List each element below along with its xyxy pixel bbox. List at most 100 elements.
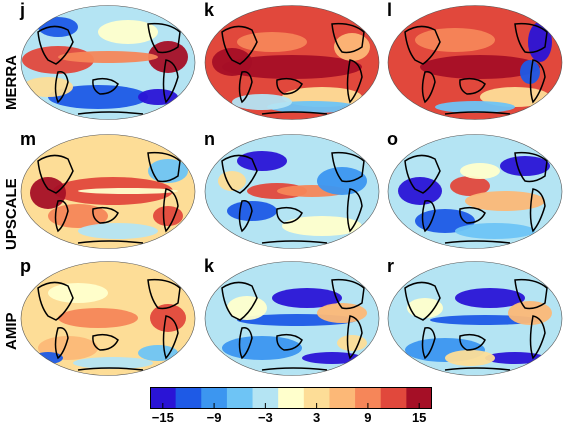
anomaly-region <box>455 288 525 308</box>
coastline <box>37 25 74 65</box>
anomaly-region <box>500 156 550 176</box>
coastline <box>162 188 179 233</box>
coastline <box>147 22 181 54</box>
panel-label: j <box>20 0 26 20</box>
colorbar-swatch <box>406 387 432 409</box>
coastline <box>444 240 511 244</box>
coastline <box>238 326 253 360</box>
anomaly-region <box>232 94 292 110</box>
coastline <box>529 315 546 360</box>
coastline <box>54 326 69 360</box>
anomaly-region <box>222 336 302 360</box>
map-panel-m: m <box>18 129 198 252</box>
colorbar-tick-label: −9 <box>206 410 222 425</box>
anomaly-region <box>78 188 178 194</box>
coastline <box>147 278 181 310</box>
coastline <box>346 59 363 104</box>
colorbar-tick-labels: −15 −9 −3 3 9 15 <box>150 410 432 426</box>
coastline <box>421 326 436 360</box>
colorbar-tick-label: 15 <box>411 410 427 425</box>
anomaly-region <box>450 176 490 196</box>
anomaly-region <box>227 296 267 320</box>
anomaly-region <box>30 177 66 209</box>
coastline <box>514 22 548 54</box>
coastline <box>346 315 363 360</box>
anomaly-region <box>138 345 178 361</box>
anomaly-region <box>334 33 370 61</box>
coastline <box>92 206 119 224</box>
anomaly-region <box>148 159 188 183</box>
colorbar-tick-label: −3 <box>257 410 273 425</box>
coastline <box>261 240 328 244</box>
colorbar-swatch <box>150 387 177 409</box>
panel-label: k <box>204 0 215 20</box>
colorbar-swatch <box>201 387 228 409</box>
anomaly-region <box>485 352 545 364</box>
anomaly-region <box>415 28 495 52</box>
panel-label: k <box>204 256 215 276</box>
coastline <box>92 77 119 95</box>
anomaly-region <box>407 298 443 318</box>
anomaly-region <box>153 206 183 226</box>
anomaly-region <box>237 32 307 52</box>
anomaly-region <box>150 304 186 332</box>
anomaly-region <box>317 303 367 323</box>
coastline <box>276 333 303 351</box>
map-panel-n: n <box>202 129 382 252</box>
coastline <box>162 315 179 360</box>
anomaly-region <box>508 301 552 325</box>
map-border <box>20 261 196 376</box>
anomaly-region <box>58 308 138 328</box>
map-border <box>387 134 563 249</box>
map-panel-k: k <box>202 0 382 123</box>
colorbar-swatch <box>355 387 382 409</box>
map-border <box>204 261 380 376</box>
anomaly-region <box>272 288 342 308</box>
coastline <box>331 151 365 183</box>
anomaly-region <box>435 101 515 113</box>
anomaly-region <box>420 55 540 79</box>
colorbar-tick-label: −15 <box>151 410 174 425</box>
coastline <box>444 367 511 371</box>
panel-label: r <box>387 256 395 276</box>
map-panel-r: r <box>385 256 565 379</box>
anomaly-region <box>282 216 362 236</box>
coastline <box>404 25 441 65</box>
coastline <box>459 206 486 224</box>
coastline <box>77 111 144 115</box>
colorbar-swatch <box>226 387 254 409</box>
coastline <box>221 154 258 194</box>
map-panel-p: p <box>18 256 198 379</box>
anomaly-region <box>445 350 495 366</box>
coastline <box>331 278 365 310</box>
anomaly-region <box>337 335 367 351</box>
colorbar-swatch <box>175 387 202 409</box>
anomaly-region <box>212 48 252 76</box>
anomaly-region <box>455 223 535 239</box>
coastline <box>238 199 253 233</box>
anomaly-region <box>23 77 73 97</box>
anomaly-region <box>465 191 545 211</box>
coastline <box>221 25 258 65</box>
coastline <box>514 151 548 183</box>
colorbar <box>150 387 432 409</box>
coastline <box>92 333 119 351</box>
coastline <box>147 151 181 183</box>
map-border <box>20 134 196 249</box>
anomaly-region <box>48 85 148 109</box>
colorbar-swatch <box>303 387 330 409</box>
anomaly-region <box>302 352 362 364</box>
map-panel-j: j <box>18 0 198 123</box>
coastline <box>444 111 511 115</box>
anomaly-region <box>98 20 158 44</box>
map-panel-l: l <box>385 0 565 123</box>
panel-label: m <box>20 129 37 149</box>
coastline <box>261 367 328 371</box>
colorbar-swatch <box>380 387 407 409</box>
anomaly-region <box>138 89 178 105</box>
map-border <box>387 261 563 376</box>
coastline <box>514 278 548 310</box>
coastline <box>529 59 546 104</box>
coastline <box>54 199 69 233</box>
coastline <box>276 77 303 95</box>
